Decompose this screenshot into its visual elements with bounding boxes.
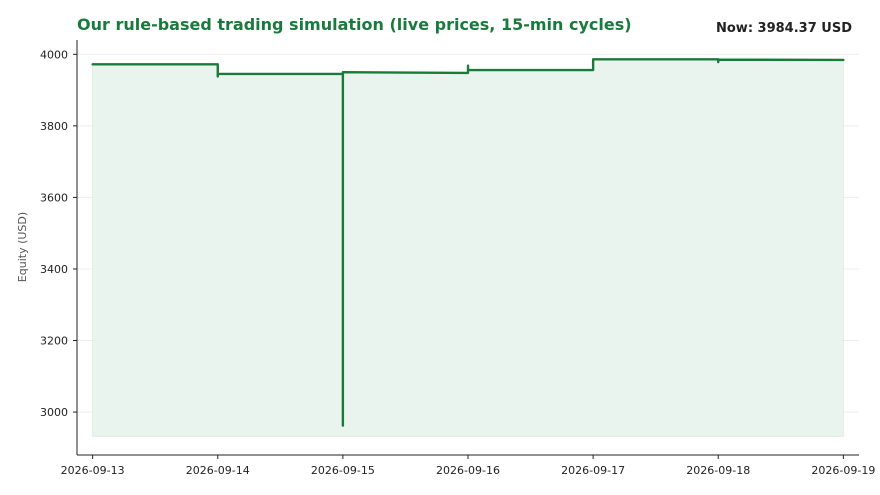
x-tick-label-1: 2026-09-14 xyxy=(186,464,250,477)
equity-fill xyxy=(92,58,844,437)
x-tick-label-6: 2026-09-19 xyxy=(811,464,875,477)
x-tick-label-0: 2026-09-13 xyxy=(61,464,125,477)
y-tick-label-2: 3400 xyxy=(40,263,68,276)
x-tick-label-2: 2026-09-15 xyxy=(311,464,375,477)
equity-series xyxy=(91,58,845,427)
x-ticks: 2026-09-13 2026-09-14 2026-09-15 2026-09-16… xyxy=(61,455,875,477)
y-tick-label-1: 3200 xyxy=(40,335,68,348)
equity-line xyxy=(91,58,845,427)
x-tick-label-3: 2026-09-16 xyxy=(436,464,500,477)
chart-title: Our rule-based trading simulation (live … xyxy=(77,15,632,34)
y-ticks: 3000 3200 3400 3600 3800 4000 xyxy=(40,48,77,419)
y-tick-label-4: 3800 xyxy=(40,120,68,133)
x-tick-label-5: 2026-09-18 xyxy=(686,464,750,477)
current-equity-label: Now: 3984.37 USD xyxy=(716,21,852,36)
y-tick-label-5: 4000 xyxy=(40,48,68,61)
y-tick-label-0: 3000 xyxy=(40,406,68,419)
x-tick-label-4: 2026-09-17 xyxy=(561,464,625,477)
equity-area xyxy=(92,58,844,437)
y-tick-label-3: 3600 xyxy=(40,191,68,204)
y-axis-label: Equity (USD) xyxy=(16,212,29,282)
